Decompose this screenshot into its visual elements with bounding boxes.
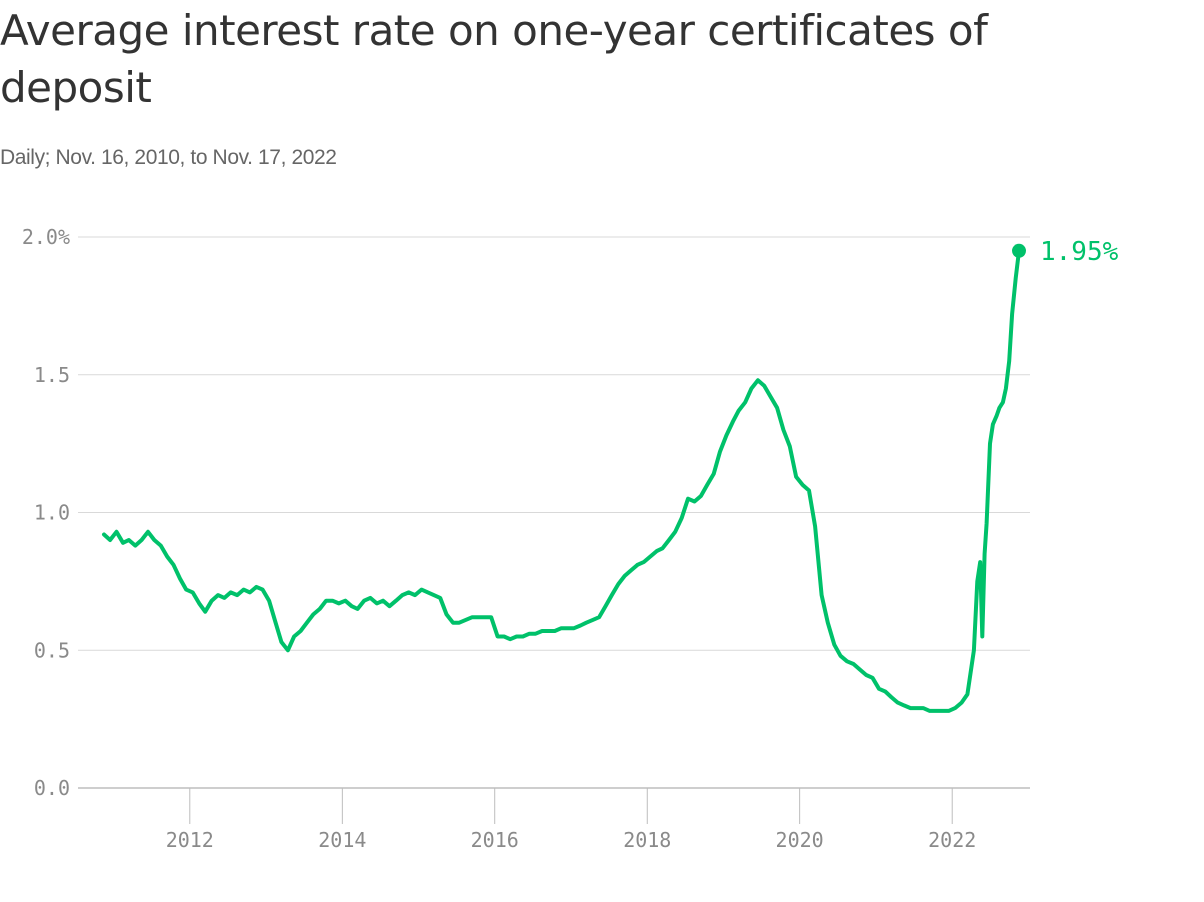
x-tick-label: 2014 — [318, 828, 366, 852]
endpoint-label: 1.95% — [1040, 237, 1119, 267]
x-tick-label: 2012 — [166, 828, 214, 852]
x-axis-labels: 2012 2014 2016 2018 2020 2022 — [166, 828, 977, 852]
endpoint-layer: 1.95% — [1012, 237, 1119, 267]
y-tick-label: 0.0 — [34, 776, 70, 800]
gridlines — [78, 236, 1030, 651]
y-tick-label: 1.0 — [34, 501, 70, 525]
x-tick-label: 2022 — [928, 828, 976, 852]
x-axis — [78, 787, 1030, 824]
y-tick-label: 2.0% — [22, 225, 70, 249]
y-tick-label: 1.5 — [34, 363, 70, 387]
x-tick-label: 2016 — [471, 828, 519, 852]
chart-title: Average interest rate on one-year certif… — [0, 6, 988, 112]
y-axis-labels: 2.0% 1.5 1.0 0.5 0.0 — [22, 225, 70, 800]
x-tick-label: 2018 — [623, 828, 671, 852]
series-layer — [102, 248, 1021, 713]
x-tick-label: 2020 — [776, 828, 824, 852]
y-tick-label: 0.5 — [34, 638, 70, 662]
endpoint-marker — [1012, 243, 1026, 258]
chart-subtitle: Daily; Nov. 16, 2010, to Nov. 17, 2022 — [0, 146, 337, 169]
series-line — [102, 248, 1021, 713]
